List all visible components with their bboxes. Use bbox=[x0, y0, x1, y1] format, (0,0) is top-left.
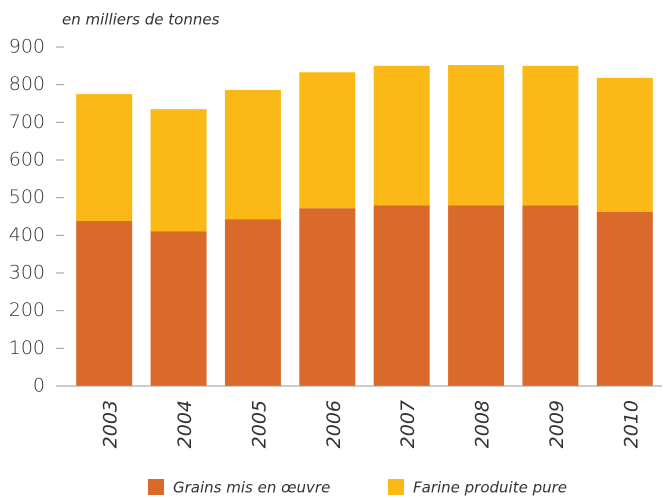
bar-segment bbox=[448, 65, 505, 206]
bar-segment bbox=[299, 208, 356, 386]
y-tick-label: 300 bbox=[9, 262, 45, 284]
legend-swatch bbox=[388, 479, 404, 495]
y-tick-label: 900 bbox=[9, 36, 45, 58]
x-tick-label: 2005 bbox=[248, 400, 270, 448]
x-tick-label: 2008 bbox=[472, 400, 494, 448]
bar-segment bbox=[373, 205, 430, 386]
bar-segment bbox=[76, 94, 133, 222]
bar-segment bbox=[299, 72, 356, 209]
bar-segment bbox=[373, 65, 430, 206]
y-tick-label: 600 bbox=[9, 149, 45, 171]
y-tick-label: 500 bbox=[9, 186, 45, 208]
axis-unit-label: en milliers de tonnes bbox=[62, 11, 220, 29]
bar-segment bbox=[150, 231, 207, 386]
bar-segment bbox=[522, 205, 579, 386]
bar-segment bbox=[150, 109, 207, 232]
bar-segment bbox=[448, 205, 505, 386]
bar-segment bbox=[522, 65, 579, 206]
x-tick-label: 2010 bbox=[620, 400, 642, 448]
legend-label: Grains mis en œuvre bbox=[173, 479, 330, 497]
bar-segment bbox=[596, 77, 653, 212]
legend-swatch bbox=[148, 479, 164, 495]
x-tick-label: 2006 bbox=[323, 400, 345, 448]
bar-segment bbox=[76, 221, 133, 386]
y-tick-label: 800 bbox=[9, 73, 45, 95]
x-tick-label: 2007 bbox=[397, 400, 419, 448]
x-tick-label: 2004 bbox=[174, 400, 196, 448]
y-tick-label: 0 bbox=[33, 375, 45, 397]
legend-label: Farine produite pure bbox=[413, 479, 567, 497]
y-tick-label: 200 bbox=[9, 299, 45, 321]
bar-segment bbox=[596, 211, 653, 386]
x-tick-label: 2003 bbox=[100, 400, 122, 448]
y-tick-label: 700 bbox=[9, 111, 45, 133]
x-tick-label: 2009 bbox=[546, 400, 568, 448]
bar-segment bbox=[224, 89, 281, 220]
bar-segment bbox=[224, 219, 281, 386]
y-tick-label: 100 bbox=[9, 337, 45, 359]
y-tick-label: 400 bbox=[9, 224, 45, 246]
